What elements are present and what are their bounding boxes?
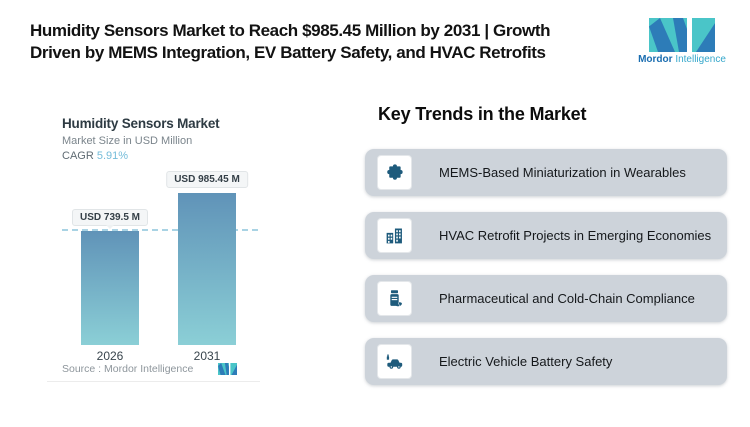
trend-card-mems: MEMS-Based Miniaturization in Wearables <box>365 149 727 196</box>
page-title: Humidity Sensors Market to Reach $985.45… <box>30 20 625 64</box>
key-trends-section: Key Trends in the Market MEMS-Based Mini… <box>365 104 727 401</box>
chart-title: Humidity Sensors Market <box>62 116 220 131</box>
market-size-chart-card: Humidity Sensors Market Market Size in U… <box>30 100 348 392</box>
trend-label: MEMS-Based Miniaturization in Wearables <box>439 165 686 180</box>
pill-bottle-icon <box>377 281 412 316</box>
bar-2026 <box>81 231 139 345</box>
logo-wordmark: Mordor Intelligence <box>637 54 727 65</box>
page-title-line2: Driven by MEMS Integration, EV Battery S… <box>30 43 546 62</box>
logo-word-mordor: Mordor <box>638 54 673 65</box>
puzzle-icon <box>377 155 412 190</box>
ev-car-icon <box>377 344 412 379</box>
trend-label: Electric Vehicle Battery Safety <box>439 354 613 369</box>
buildings-icon <box>377 218 412 253</box>
trend-label: Pharmaceutical and Cold-Chain Compliance <box>439 291 695 306</box>
trend-card-ev: Electric Vehicle Battery Safety <box>365 338 727 385</box>
mordor-logo-icon <box>649 18 715 52</box>
cagr-label: CAGR <box>62 150 94 162</box>
trend-label: HVAC Retrofit Projects in Emerging Econo… <box>439 228 712 243</box>
bar-value-label-2026: USD 739.5 M <box>71 209 149 229</box>
source-attribution: Source : Mordor Intelligence <box>62 363 194 375</box>
x-axis-label-2026: 2026 <box>96 349 124 363</box>
trend-card-hvac: HVAC Retrofit Projects in Emerging Econo… <box>365 212 727 259</box>
logo-word-intelligence: Intelligence <box>675 54 726 65</box>
page-title-line1: Humidity Sensors Market to Reach $985.45… <box>30 21 551 40</box>
bar-2031 <box>178 193 236 345</box>
key-trends-heading: Key Trends in the Market <box>378 104 587 124</box>
chart-cagr: CAGR 5.91% <box>62 150 128 162</box>
chart-subtitle: Market Size in USD Million <box>62 135 193 147</box>
trend-card-pharma: Pharmaceutical and Cold-Chain Compliance <box>365 275 727 322</box>
source-logo-icon <box>218 363 237 375</box>
chart-bottom-divider <box>47 381 260 382</box>
cagr-value: 5.91% <box>96 150 129 162</box>
bar-value-label-2031: USD 985.45 M <box>166 171 248 188</box>
reference-dashed-line <box>62 229 258 231</box>
mordor-intelligence-logo: Mordor Intelligence <box>637 18 727 65</box>
x-axis-label-2031: 2031 <box>193 349 221 363</box>
